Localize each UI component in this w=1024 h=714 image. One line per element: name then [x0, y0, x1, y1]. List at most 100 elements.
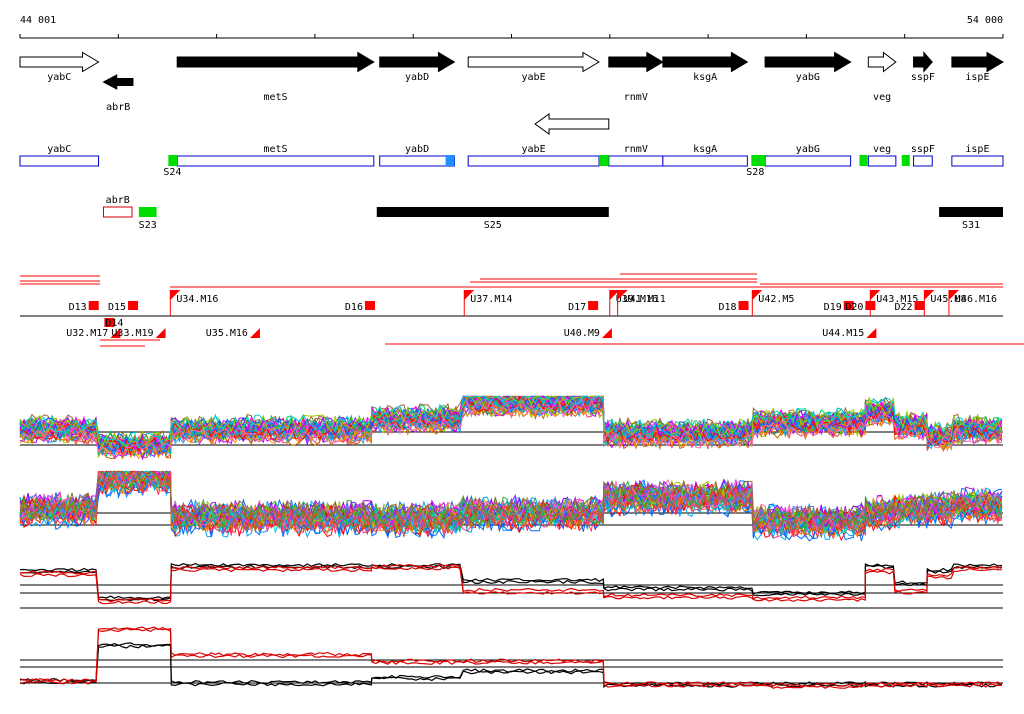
annotation-box-sspF: [913, 155, 933, 167]
gene-label-sspF: sspF: [911, 72, 935, 83]
gene-label-abrB: abrB: [106, 102, 130, 113]
marker-label-D22: D22: [894, 302, 912, 313]
marker-square-D16: [364, 301, 375, 310]
profile2-line: [19, 470, 1003, 527]
segment-box-abrB: [102, 206, 133, 218]
marker-label-U34.M16: U34.M16: [176, 294, 218, 305]
profile3-red-line: [19, 566, 1002, 605]
marker-flag-U34.M16: [170, 290, 181, 300]
profile2-line: [19, 470, 1003, 534]
marker-square-D13: [88, 301, 99, 310]
profile1-line: [19, 395, 1003, 452]
marker-label-U37.M14: U37.M14: [470, 294, 512, 305]
gene-label-yabG: yabG: [796, 72, 820, 83]
marker-label-U45.M8: U45.M8: [930, 294, 966, 305]
marker-flag-U40.M9: [601, 328, 612, 338]
annotation-label-sspF: sspF: [911, 144, 935, 155]
annotation-box-rnmV: [608, 155, 664, 167]
gene-label-yabC: yabC: [47, 72, 71, 83]
feature-label-S28: S28: [746, 167, 764, 178]
annotation-box-yabD: [379, 155, 455, 167]
marker-flag-U35.M16: [249, 328, 260, 338]
segment-label-abrB: abrB: [106, 195, 130, 206]
gene-label-ispE: ispE: [965, 72, 989, 83]
annotation-box-ksgA: [662, 155, 748, 167]
axis-start-label: 44 001: [20, 15, 56, 26]
marker-flag-U41.M11: [617, 290, 628, 300]
gene-arrow-ksgA: [662, 51, 749, 73]
marker-flag-U33.M19: [155, 328, 166, 338]
gene-arrow-metS: [176, 51, 375, 73]
marker-label-U41.M11: U41.M11: [624, 294, 666, 305]
annotation-label-ksgA: ksgA: [693, 144, 717, 155]
axis-ticks: [19, 34, 1004, 38]
annotation-box-veg: [867, 155, 897, 167]
gene-label-veg: veg: [873, 92, 891, 103]
marker-label-D15: D15: [108, 302, 126, 313]
gene-arrow-yabE: [467, 51, 600, 73]
marker-flag-U46.M16: [948, 290, 959, 300]
gene-label-metS: metS: [263, 92, 287, 103]
annotation-box-yabC: [19, 155, 100, 167]
annotation-label-veg: veg: [873, 144, 891, 155]
gene-label-yabE: yabE: [522, 72, 546, 83]
marker-label-U40.M9: U40.M9: [564, 328, 600, 339]
feature-box-f4: [859, 155, 868, 166]
segment-track: abrB S23 S25 S31: [102, 195, 1003, 231]
marker-label-U35.M16: U35.M16: [206, 328, 248, 339]
marker-flag-U45.M8: [924, 290, 935, 300]
annotation-label-ispE: ispE: [965, 144, 989, 155]
marker-label-D17: D17: [568, 302, 586, 313]
profile3-black-line: [19, 562, 1002, 600]
annotation-label-rnmV: rnmV: [624, 144, 648, 155]
feature-box-S28: [751, 155, 766, 166]
marker-flag-U37.M14: [464, 290, 475, 300]
annotation-box-yabG: [764, 155, 852, 167]
annotation-label-yabD: yabD: [405, 144, 429, 155]
marker-label-D18: D18: [718, 302, 736, 313]
marker-flag-U32.M17: [110, 328, 121, 338]
marker-label-D14: D14: [105, 318, 123, 329]
antisense-arrow: [534, 113, 610, 135]
marker-label-U46.M16: U46.M16: [955, 294, 997, 305]
antisense-track: [534, 113, 610, 135]
feature-box-S24: [168, 155, 178, 166]
segment-box-S25: [376, 207, 609, 217]
marker-label-D16: D16: [345, 302, 363, 313]
annotation-track: yabC metS yabD yabE rnmV ksgA yabG veg sspF ispE S…: [19, 144, 1004, 178]
annotation-label-yabE: yabE: [522, 144, 546, 155]
annotation-label-metS: metS: [263, 144, 287, 155]
marker-flag-U42.M5: [752, 290, 763, 300]
profile1-line: [19, 399, 1003, 457]
feature-box-f1: [445, 155, 455, 166]
marker-square-D22: [914, 301, 925, 310]
profile4-black-line: [19, 644, 1002, 689]
profile4-black-line: [19, 642, 1003, 686]
annotation-box-metS: [176, 155, 375, 167]
marker-square-D15: [128, 301, 139, 310]
marker-flag-U43.M15: [870, 290, 881, 300]
marker-label-U42.M5: U42.M5: [758, 294, 794, 305]
segment-label-S31: S31: [962, 220, 980, 231]
gene-arrow-yabG: [764, 51, 852, 73]
gene-arrow-abrB: [102, 74, 134, 90]
annotation-label-yabC: yabC: [47, 144, 71, 155]
profile4-red-line: [19, 626, 1003, 687]
annotation-label-yabG: yabG: [796, 144, 820, 155]
profile3-red-line: [20, 563, 1003, 603]
gene-arrow-yabD: [379, 51, 456, 73]
gene-arrow-veg: [867, 51, 897, 73]
expression-profiles: [19, 394, 1003, 689]
marker-label-D13: D13: [69, 302, 87, 313]
marker-label-U33.M19: U33.M19: [111, 328, 153, 339]
marker-label-U44.M15: U44.M15: [822, 328, 864, 339]
feature-box-f5: [901, 155, 910, 166]
marker-square-D18: [738, 301, 749, 310]
gene-label-rnmV: rnmV: [624, 92, 648, 103]
profile1-line: [19, 395, 1003, 449]
profile1-line: [19, 398, 1003, 460]
segment-label-S23: S23: [139, 220, 157, 231]
marker-track: D13 D15 U34.M16 D16 U37.M14 D17 U39.M16U41.M11…: [20, 273, 1024, 347]
annotation-box-ispE: [951, 155, 1004, 167]
